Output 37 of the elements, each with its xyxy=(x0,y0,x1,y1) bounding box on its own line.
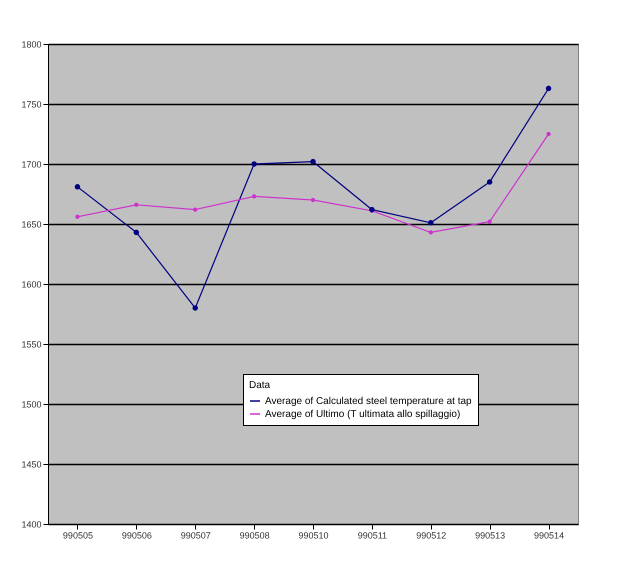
point xyxy=(193,207,198,212)
y-tick-label: 1550 xyxy=(21,340,42,350)
point xyxy=(75,214,80,219)
point xyxy=(134,230,140,236)
point xyxy=(252,194,256,199)
x-tick-label: 990507 xyxy=(180,530,211,540)
x-tick-label: 990506 xyxy=(122,530,152,540)
point xyxy=(134,202,138,207)
x-tick-label: 990505 xyxy=(62,530,93,540)
point xyxy=(74,184,80,190)
x-tick-label: 990508 xyxy=(240,530,270,540)
x-tick-label: 990510 xyxy=(298,530,329,540)
point xyxy=(192,305,198,311)
x-tick-label: 990513 xyxy=(475,530,506,540)
y-tick-label: 1500 xyxy=(21,400,42,410)
y-tick-label: 1700 xyxy=(21,160,42,170)
x-tick-label: 990511 xyxy=(358,530,388,540)
point xyxy=(546,132,551,136)
y-tick-label: 1800 xyxy=(21,40,42,50)
point xyxy=(310,158,316,164)
y-tick-label: 1450 xyxy=(21,460,42,470)
point xyxy=(486,179,492,185)
legend-label: Average of Ultimo (T ultimata allo spillaggio) xyxy=(265,409,460,420)
point xyxy=(428,220,434,226)
legend-title: Data xyxy=(249,380,271,391)
legend-label: Average of Calculated steel temperature at tap xyxy=(265,396,472,407)
x-tick-label: 990514 xyxy=(534,530,564,540)
point xyxy=(546,86,552,92)
x-tick-label: 990512 xyxy=(416,530,446,540)
point xyxy=(251,161,257,167)
y-tick-label: 1650 xyxy=(21,220,42,230)
y-tick-label: 1750 xyxy=(21,100,42,110)
point xyxy=(488,219,492,224)
y-tick-label: 1400 xyxy=(21,520,42,530)
point xyxy=(310,198,316,202)
point xyxy=(428,230,433,235)
y-tick-label: 1600 xyxy=(21,280,42,290)
